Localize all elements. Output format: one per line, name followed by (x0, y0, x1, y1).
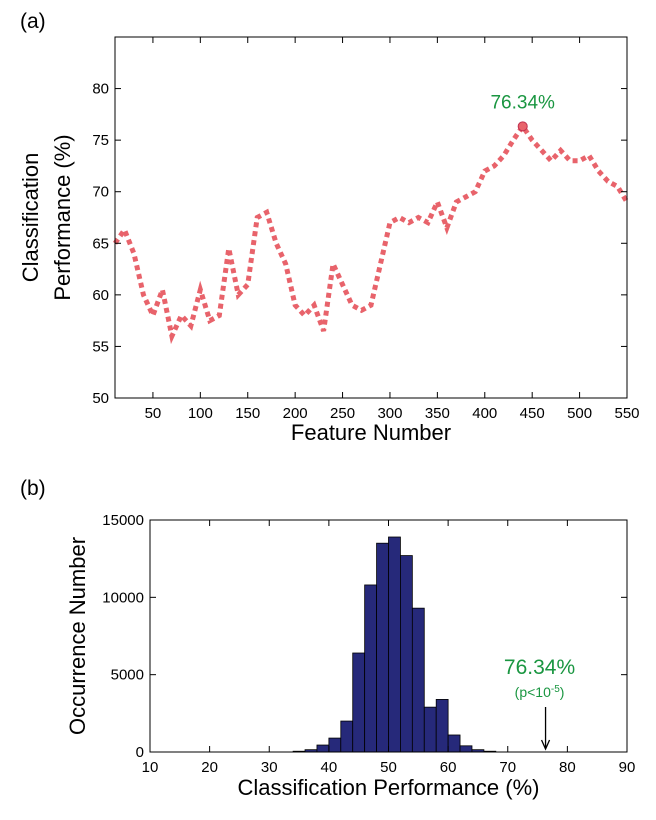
note-part: (p<10 (515, 684, 551, 700)
x-tick-label: 250 (330, 405, 355, 422)
bar (447, 734, 461, 753)
data-line (112, 121, 630, 345)
bar (328, 737, 342, 753)
bar (388, 536, 401, 753)
peak-label: 76.34% (490, 92, 555, 113)
x-tick-label: 150 (235, 405, 260, 422)
x-tick-label: 450 (520, 405, 545, 422)
y-tick-label: 5000 (111, 667, 144, 684)
panel-label: (b) (20, 477, 46, 500)
x-tick-label: 20 (201, 759, 218, 776)
note-part: -5 (551, 684, 560, 695)
bar (400, 555, 413, 753)
x-tick-label: 200 (283, 405, 308, 422)
x-tick-label: 70 (499, 759, 516, 776)
x-tick-label: 50 (380, 759, 397, 776)
bar (411, 607, 425, 753)
annotation-label: 76.34% (504, 656, 575, 679)
x-tick-label: 80 (559, 759, 576, 776)
x-tick-label: 100 (188, 405, 213, 422)
x-axis-label: Feature Number (291, 420, 451, 445)
y-axis-label: Classification (18, 153, 43, 283)
y-tick-label: 60 (92, 287, 109, 304)
y-tick-label: 15000 (102, 512, 144, 529)
y-axis-label: Occurrence Number (65, 537, 90, 735)
y-tick-label: 10000 (102, 589, 144, 606)
y-axis-label: Performance (%) (50, 134, 75, 300)
bar (459, 745, 473, 753)
y-tick-label: 80 (92, 81, 109, 98)
x-tick-label: 500 (567, 405, 592, 422)
bar (376, 542, 389, 753)
bar (364, 584, 377, 753)
y-tick-label: 55 (92, 338, 109, 355)
x-tick-label: 40 (321, 759, 338, 776)
bar (316, 744, 330, 753)
x-tick-label: 30 (261, 759, 278, 776)
x-axis-label: Classification Performance (%) (238, 775, 540, 800)
x-tick-label: 300 (377, 405, 402, 422)
bar (352, 652, 366, 753)
peak-marker (517, 121, 528, 132)
x-tick-label: 90 (619, 759, 636, 776)
bar (340, 720, 354, 753)
y-tick-label: 50 (92, 390, 109, 407)
x-tick-label: 10 (142, 759, 159, 776)
bar (435, 699, 449, 753)
y-tick-label: 70 (92, 184, 109, 201)
note-part: ) (560, 684, 565, 700)
panel-label: (a) (20, 10, 46, 33)
bar (423, 706, 437, 753)
x-tick-label: 400 (472, 405, 497, 422)
x-tick-label: 60 (440, 759, 457, 776)
annotation-note: (p<10-5) (515, 684, 565, 700)
x-tick-label: 350 (425, 405, 450, 422)
x-tick-label: 50 (145, 405, 162, 422)
plot-frame (114, 36, 628, 399)
y-tick-label: 65 (92, 235, 109, 252)
x-tick-label: 550 (614, 405, 639, 422)
y-tick-label: 75 (92, 132, 109, 149)
y-tick-label: 0 (136, 744, 144, 761)
arrow (540, 707, 551, 751)
